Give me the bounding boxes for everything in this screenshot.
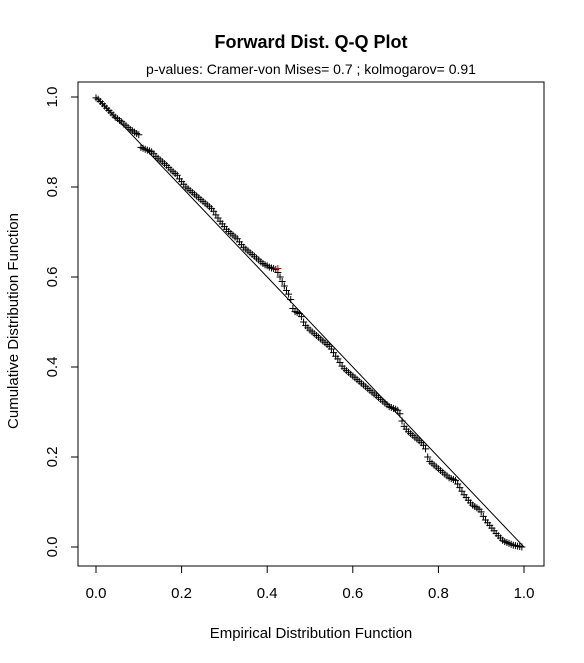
y-tick-label: 0.4 (44, 357, 61, 378)
chart-title: Forward Dist. Q-Q Plot (214, 32, 407, 52)
chart-subtitle: p-values: Cramer-von Mises= 0.7 ; kolmog… (146, 61, 476, 77)
x-tick-label: 0.6 (342, 585, 363, 602)
y-tick-label: 0.2 (44, 447, 61, 468)
x-axis-label: Empirical Distribution Function (210, 625, 413, 642)
x-tick-label: 1.0 (514, 585, 535, 602)
x-tick-label: 0.4 (257, 585, 278, 602)
y-tick-label: 0.6 (44, 267, 61, 288)
y-tick-label: 0.0 (44, 537, 61, 558)
x-tick-label: 0.8 (428, 585, 449, 602)
y-axis: 0.0 0.2 0.4 0.6 0.8 1.0 (44, 87, 78, 558)
plot-frame (78, 82, 544, 566)
y-axis-label: Cumulative Distribution Function (5, 213, 22, 429)
x-tick-label: 0.0 (86, 585, 107, 602)
y-tick-label: 0.8 (44, 177, 61, 198)
reference-line (96, 97, 524, 547)
y-tick-label: 1.0 (44, 87, 61, 108)
data-points (93, 94, 526, 550)
x-tick-label: 0.2 (171, 585, 192, 602)
x-axis: 0.0 0.2 0.4 0.6 0.8 1.0 (86, 566, 535, 602)
